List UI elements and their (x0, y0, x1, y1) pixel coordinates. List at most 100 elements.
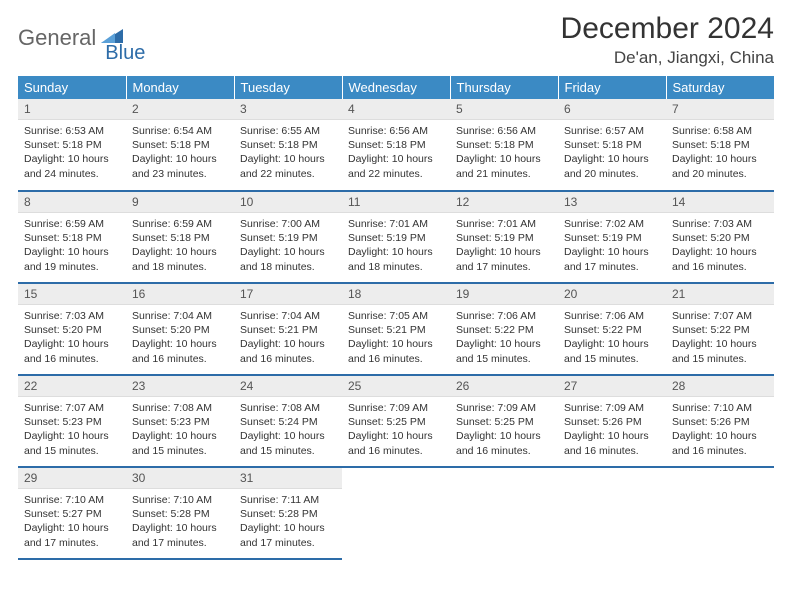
day-details: Sunrise: 6:59 AMSunset: 5:18 PMDaylight:… (126, 213, 234, 280)
calendar-cell: 31Sunrise: 7:11 AMSunset: 5:28 PMDayligh… (234, 467, 342, 559)
day-details: Sunrise: 7:03 AMSunset: 5:20 PMDaylight:… (666, 213, 774, 280)
day-details: Sunrise: 7:03 AMSunset: 5:20 PMDaylight:… (18, 305, 126, 372)
day-number: 22 (18, 376, 126, 397)
weekday-header: Thursday (450, 76, 558, 99)
weekday-header: Sunday (18, 76, 126, 99)
calendar-cell: 29Sunrise: 7:10 AMSunset: 5:27 PMDayligh… (18, 467, 126, 559)
day-details: Sunrise: 7:02 AMSunset: 5:19 PMDaylight:… (558, 213, 666, 280)
day-details: Sunrise: 7:01 AMSunset: 5:19 PMDaylight:… (450, 213, 558, 280)
location: De'an, Jiangxi, China (561, 48, 774, 68)
day-number: 13 (558, 192, 666, 213)
calendar-cell: 18Sunrise: 7:05 AMSunset: 5:21 PMDayligh… (342, 283, 450, 375)
day-number: 10 (234, 192, 342, 213)
calendar-cell: 13Sunrise: 7:02 AMSunset: 5:19 PMDayligh… (558, 191, 666, 283)
calendar-cell: 6Sunrise: 6:57 AMSunset: 5:18 PMDaylight… (558, 99, 666, 191)
day-details: Sunrise: 6:58 AMSunset: 5:18 PMDaylight:… (666, 120, 774, 187)
calendar-cell: 21Sunrise: 7:07 AMSunset: 5:22 PMDayligh… (666, 283, 774, 375)
calendar-cell: 22Sunrise: 7:07 AMSunset: 5:23 PMDayligh… (18, 375, 126, 467)
calendar-header-row: SundayMondayTuesdayWednesdayThursdayFrid… (18, 76, 774, 99)
calendar-cell: 14Sunrise: 7:03 AMSunset: 5:20 PMDayligh… (666, 191, 774, 283)
calendar-cell: 7Sunrise: 6:58 AMSunset: 5:18 PMDaylight… (666, 99, 774, 191)
day-details: Sunrise: 6:56 AMSunset: 5:18 PMDaylight:… (342, 120, 450, 187)
weekday-header: Tuesday (234, 76, 342, 99)
calendar-cell: 5Sunrise: 6:56 AMSunset: 5:18 PMDaylight… (450, 99, 558, 191)
day-number: 8 (18, 192, 126, 213)
calendar-cell: 17Sunrise: 7:04 AMSunset: 5:21 PMDayligh… (234, 283, 342, 375)
calendar-cell: 25Sunrise: 7:09 AMSunset: 5:25 PMDayligh… (342, 375, 450, 467)
day-number: 15 (18, 284, 126, 305)
day-details: Sunrise: 7:01 AMSunset: 5:19 PMDaylight:… (342, 213, 450, 280)
calendar-cell: 23Sunrise: 7:08 AMSunset: 5:23 PMDayligh… (126, 375, 234, 467)
day-number: 16 (126, 284, 234, 305)
calendar-cell: 30Sunrise: 7:10 AMSunset: 5:28 PMDayligh… (126, 467, 234, 559)
header: General Blue December 2024 De'an, Jiangx… (18, 12, 774, 68)
day-number: 12 (450, 192, 558, 213)
day-number: 6 (558, 99, 666, 120)
day-details: Sunrise: 7:10 AMSunset: 5:26 PMDaylight:… (666, 397, 774, 464)
day-details: Sunrise: 6:55 AMSunset: 5:18 PMDaylight:… (234, 120, 342, 187)
calendar-cell: 2Sunrise: 6:54 AMSunset: 5:18 PMDaylight… (126, 99, 234, 191)
logo-text-general: General (18, 25, 96, 51)
day-details: Sunrise: 7:08 AMSunset: 5:23 PMDaylight:… (126, 397, 234, 464)
calendar-cell: 15Sunrise: 7:03 AMSunset: 5:20 PMDayligh… (18, 283, 126, 375)
calendar-cell: 11Sunrise: 7:01 AMSunset: 5:19 PMDayligh… (342, 191, 450, 283)
weekday-header: Friday (558, 76, 666, 99)
logo-text-blue: Blue (105, 26, 145, 65)
day-details: Sunrise: 7:10 AMSunset: 5:28 PMDaylight:… (126, 489, 234, 556)
calendar-cell (342, 467, 450, 559)
day-details: Sunrise: 6:57 AMSunset: 5:18 PMDaylight:… (558, 120, 666, 187)
day-number: 28 (666, 376, 774, 397)
day-number: 1 (18, 99, 126, 120)
weekday-header: Wednesday (342, 76, 450, 99)
day-number: 23 (126, 376, 234, 397)
day-details: Sunrise: 7:05 AMSunset: 5:21 PMDaylight:… (342, 305, 450, 372)
day-number: 26 (450, 376, 558, 397)
day-details: Sunrise: 7:09 AMSunset: 5:25 PMDaylight:… (450, 397, 558, 464)
calendar-cell: 24Sunrise: 7:08 AMSunset: 5:24 PMDayligh… (234, 375, 342, 467)
day-number: 4 (342, 99, 450, 120)
day-details: Sunrise: 7:00 AMSunset: 5:19 PMDaylight:… (234, 213, 342, 280)
logo: General Blue (18, 12, 145, 57)
day-number: 24 (234, 376, 342, 397)
day-number: 17 (234, 284, 342, 305)
calendar-cell: 27Sunrise: 7:09 AMSunset: 5:26 PMDayligh… (558, 375, 666, 467)
day-number: 25 (342, 376, 450, 397)
calendar-cell: 4Sunrise: 6:56 AMSunset: 5:18 PMDaylight… (342, 99, 450, 191)
day-details: Sunrise: 7:06 AMSunset: 5:22 PMDaylight:… (450, 305, 558, 372)
day-number: 2 (126, 99, 234, 120)
day-number: 29 (18, 468, 126, 489)
weekday-header: Saturday (666, 76, 774, 99)
day-details: Sunrise: 7:10 AMSunset: 5:27 PMDaylight:… (18, 489, 126, 556)
title-block: December 2024 De'an, Jiangxi, China (561, 12, 774, 68)
day-number: 3 (234, 99, 342, 120)
day-number: 11 (342, 192, 450, 213)
calendar-cell: 16Sunrise: 7:04 AMSunset: 5:20 PMDayligh… (126, 283, 234, 375)
calendar-table: SundayMondayTuesdayWednesdayThursdayFrid… (18, 76, 774, 560)
day-number: 21 (666, 284, 774, 305)
calendar-cell: 1Sunrise: 6:53 AMSunset: 5:18 PMDaylight… (18, 99, 126, 191)
calendar-cell: 8Sunrise: 6:59 AMSunset: 5:18 PMDaylight… (18, 191, 126, 283)
day-number: 7 (666, 99, 774, 120)
calendar-cell: 28Sunrise: 7:10 AMSunset: 5:26 PMDayligh… (666, 375, 774, 467)
day-number: 27 (558, 376, 666, 397)
day-number: 31 (234, 468, 342, 489)
calendar-cell: 9Sunrise: 6:59 AMSunset: 5:18 PMDaylight… (126, 191, 234, 283)
day-number: 5 (450, 99, 558, 120)
day-number: 14 (666, 192, 774, 213)
day-details: Sunrise: 6:56 AMSunset: 5:18 PMDaylight:… (450, 120, 558, 187)
day-number: 30 (126, 468, 234, 489)
day-details: Sunrise: 7:07 AMSunset: 5:22 PMDaylight:… (666, 305, 774, 372)
day-details: Sunrise: 7:04 AMSunset: 5:21 PMDaylight:… (234, 305, 342, 372)
day-number: 9 (126, 192, 234, 213)
day-details: Sunrise: 6:53 AMSunset: 5:18 PMDaylight:… (18, 120, 126, 187)
calendar-cell (666, 467, 774, 559)
day-number: 18 (342, 284, 450, 305)
day-details: Sunrise: 7:07 AMSunset: 5:23 PMDaylight:… (18, 397, 126, 464)
calendar-cell (450, 467, 558, 559)
weekday-header: Monday (126, 76, 234, 99)
day-details: Sunrise: 7:06 AMSunset: 5:22 PMDaylight:… (558, 305, 666, 372)
day-details: Sunrise: 7:09 AMSunset: 5:25 PMDaylight:… (342, 397, 450, 464)
calendar-cell (558, 467, 666, 559)
calendar-cell: 12Sunrise: 7:01 AMSunset: 5:19 PMDayligh… (450, 191, 558, 283)
calendar-cell: 3Sunrise: 6:55 AMSunset: 5:18 PMDaylight… (234, 99, 342, 191)
